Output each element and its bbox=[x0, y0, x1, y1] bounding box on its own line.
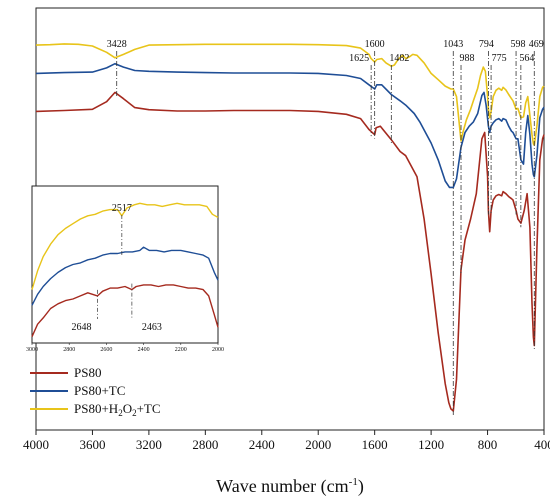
annotation-label-7: 775 bbox=[492, 53, 507, 64]
inset-chart: 2517 2648 2463 3000 2800 2600 2400 2200 2000 bbox=[26, 185, 224, 353]
legend-label-ps80-h2o2-tc: PS80+H2O2+TC bbox=[74, 401, 161, 418]
x-tick-label-0: 4000 bbox=[23, 437, 49, 452]
x-tick-label-6: 1600 bbox=[362, 437, 388, 452]
legend-label-sub: 2 bbox=[132, 408, 137, 418]
series-line-1 bbox=[35, 62, 545, 189]
x-axis: 4000 3600 3200 2800 2400 2000 1600 1200 800 400 bbox=[23, 430, 550, 452]
annotation-label-0: 3428 bbox=[107, 39, 127, 50]
x-tick-label-2: 3200 bbox=[136, 437, 162, 452]
inset-x-tick-label-5: 2000 bbox=[212, 347, 224, 353]
x-tick-label-9: 400 bbox=[534, 437, 550, 452]
x-axis-title-text: Wave number (cm bbox=[216, 476, 349, 497]
legend-label-part: O bbox=[123, 401, 132, 416]
inset-x-axis: 3000 2800 2600 2400 2200 2000 bbox=[26, 343, 224, 353]
inset-x-tick-label-4: 2200 bbox=[175, 347, 187, 353]
annotation-label-1: 1625 bbox=[349, 53, 369, 64]
annotation-label-2: 1600 bbox=[365, 39, 385, 50]
annotation-label-6: 794 bbox=[479, 39, 494, 50]
inset-series-line-1 bbox=[31, 246, 219, 306]
series-line-0 bbox=[35, 91, 545, 412]
inset-x-tick-label-2: 2600 bbox=[100, 347, 112, 353]
series-layer bbox=[35, 43, 545, 412]
inset-series-line-0 bbox=[31, 284, 219, 337]
inset-x-tick-label-3: 2400 bbox=[138, 347, 150, 353]
legend-label-part: PS80+H bbox=[74, 401, 118, 416]
legend: PS80 PS80+TC PS80+H2O2+TC bbox=[30, 365, 161, 418]
x-axis-title-sup: -1 bbox=[349, 476, 358, 488]
annotation-label-3: 1482 bbox=[389, 53, 409, 64]
annotation-label-5: 988 bbox=[460, 53, 475, 64]
inset-series-layer bbox=[31, 202, 219, 337]
x-tick-label-1: 3600 bbox=[79, 437, 105, 452]
inset-x-tick-label-0: 3000 bbox=[26, 347, 38, 353]
series-line-2 bbox=[35, 43, 545, 146]
x-axis-title: Wave number (cm-1) bbox=[216, 476, 364, 497]
annotation-label-4: 1043 bbox=[443, 39, 463, 50]
inset-annotation-label-1: 2648 bbox=[71, 322, 91, 333]
legend-label-sub: 2 bbox=[118, 408, 123, 418]
inset-annotation-layer: 2517 2648 2463 bbox=[71, 203, 161, 333]
x-axis-title-close: ) bbox=[358, 476, 364, 497]
annotation-label-10: 469 bbox=[529, 39, 544, 50]
annotation-layer: 3428 1625 1600 1482 1043 988 794 775 598 564 469 bbox=[107, 39, 544, 416]
legend-label-part: +TC bbox=[137, 401, 161, 416]
legend-label-ps80: PS80 bbox=[74, 365, 101, 380]
x-tick-label-5: 2000 bbox=[305, 437, 331, 452]
inset-series-line-2 bbox=[31, 202, 219, 290]
inset-annotation-label-0: 2517 bbox=[112, 203, 132, 214]
annotation-label-8: 598 bbox=[511, 39, 526, 50]
x-tick-label-3: 2800 bbox=[192, 437, 218, 452]
legend-label-ps80-tc: PS80+TC bbox=[74, 383, 125, 398]
annotation-label-9: 564 bbox=[519, 53, 534, 64]
inset-x-tick-label-1: 2800 bbox=[63, 347, 75, 353]
x-tick-label-7: 1200 bbox=[418, 437, 444, 452]
x-tick-label-4: 2400 bbox=[249, 437, 275, 452]
inset-annotation-label-2: 2463 bbox=[142, 322, 162, 333]
x-tick-label-8: 800 bbox=[478, 437, 498, 452]
